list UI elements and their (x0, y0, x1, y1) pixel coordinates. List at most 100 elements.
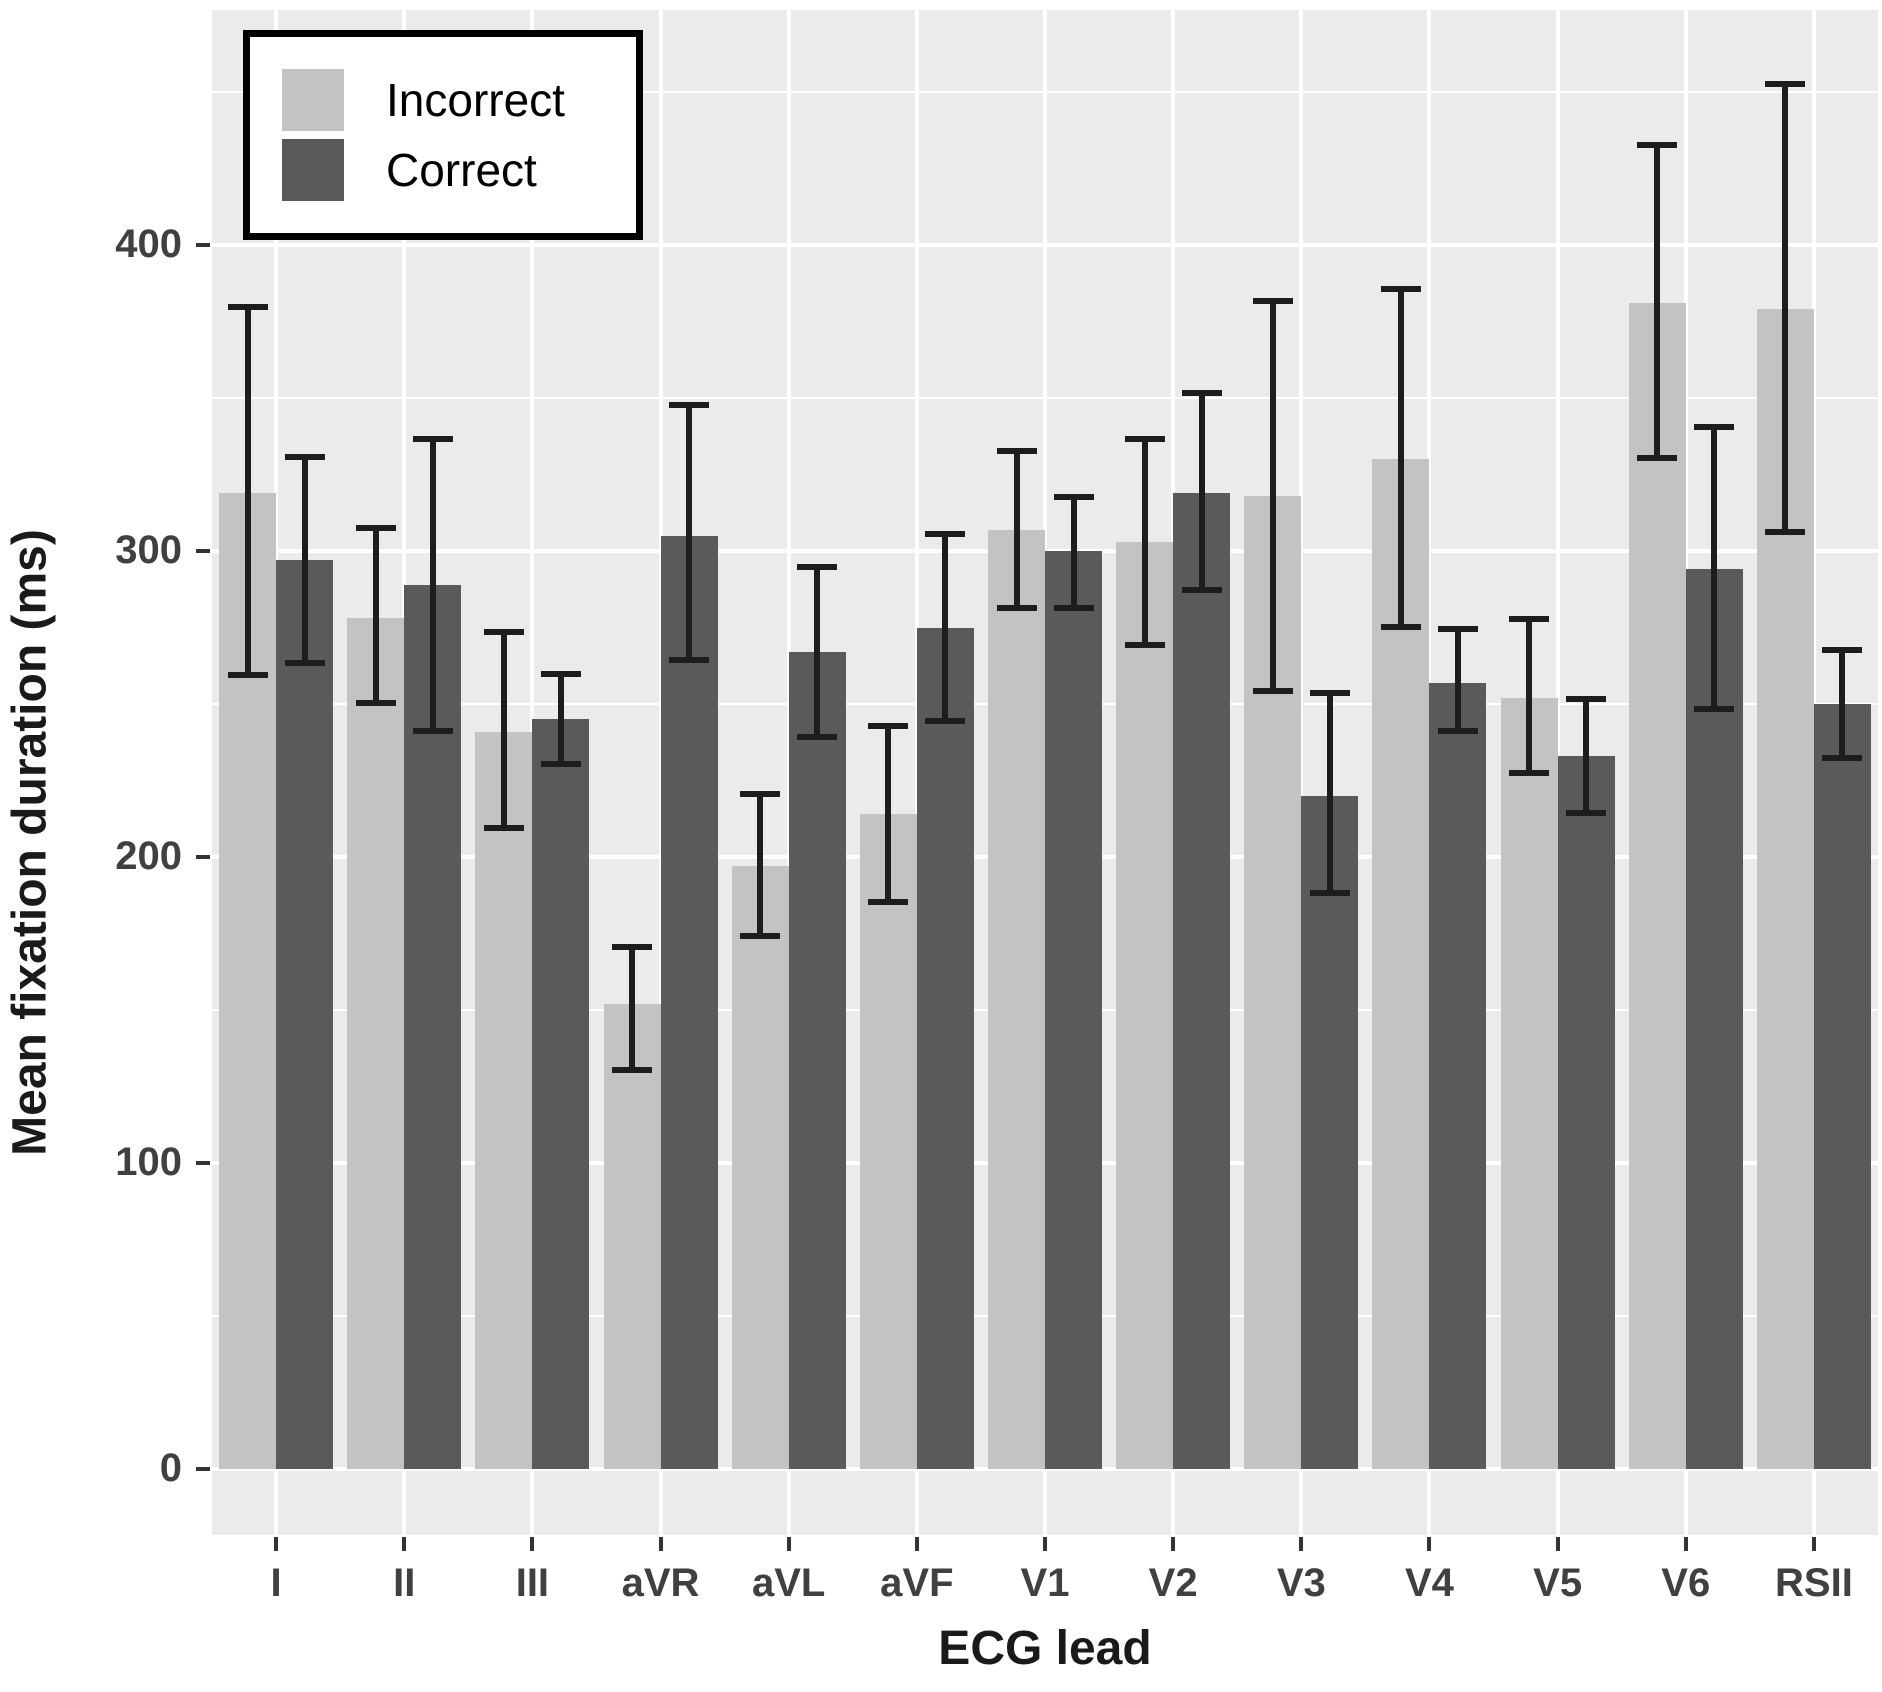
x-axis-title: ECG lead (938, 1622, 1152, 1675)
bar-correct-aVL (788, 651, 846, 1469)
errorbar-correct-III-cap-bottom (540, 761, 581, 768)
x-tick-V4 (1427, 1537, 1432, 1551)
x-tick-V5 (1555, 1537, 1560, 1551)
bar-incorrect-V1 (988, 529, 1045, 1469)
errorbar-correct-RSII-line (1839, 648, 1846, 760)
errorbar-incorrect-III-line (500, 630, 507, 830)
errorbar-correct-V4-cap-bottom (1437, 727, 1478, 734)
bar-correct-V2 (1173, 492, 1231, 1469)
bar-correct-V3 (1301, 795, 1359, 1469)
x-tick-III (530, 1537, 535, 1551)
errorbar-correct-aVR-line (686, 404, 693, 662)
errorbar-correct-III-cap-top (540, 671, 581, 678)
errorbar-correct-aVL-cap-bottom (797, 733, 838, 740)
x-tick-label-V3: V3 (1276, 1561, 1326, 1605)
y-tick-label-200: 200 (115, 834, 182, 878)
x-tick-aVR (658, 1537, 663, 1551)
bar-incorrect-III (475, 731, 533, 1469)
errorbar-incorrect-V1-cap-top (996, 448, 1037, 455)
errorbar-incorrect-I-cap-bottom (227, 672, 268, 679)
errorbar-incorrect-aVF-cap-bottom (868, 898, 909, 905)
bar-incorrect-V5 (1500, 697, 1558, 1469)
errorbar-incorrect-V2-cap-bottom (1124, 641, 1165, 648)
y-tick-label-400: 400 (115, 222, 182, 266)
errorbar-correct-I-line (301, 456, 308, 665)
bar-correct-RSII (1813, 704, 1871, 1469)
y-tick-label-300: 300 (115, 528, 182, 572)
errorbar-correct-V1-line (1070, 495, 1077, 610)
errorbar-incorrect-V3-cap-bottom (1252, 687, 1293, 694)
errorbar-correct-aVR-cap-bottom (669, 657, 710, 664)
plot-panel (212, 10, 1878, 1535)
errorbar-incorrect-aVL-cap-bottom (740, 932, 781, 939)
errorbar-incorrect-V4-line (1397, 287, 1404, 628)
bar-correct-V4 (1429, 682, 1487, 1469)
legend-label-incorrect: Incorrect (386, 74, 565, 126)
errorbar-incorrect-V6-cap-top (1637, 142, 1678, 149)
errorbar-correct-V3-cap-bottom (1309, 889, 1350, 896)
bar-incorrect-aVL (731, 866, 789, 1469)
errorbar-incorrect-V3-cap-top (1252, 298, 1293, 305)
errorbar-correct-V2-cap-top (1181, 389, 1222, 396)
errorbar-correct-I-cap-bottom (284, 660, 325, 667)
x-tick-V3 (1299, 1537, 1304, 1551)
x-tick-V6 (1683, 1537, 1688, 1551)
y-tick-0 (196, 1467, 210, 1471)
errorbar-incorrect-I-cap-top (227, 304, 268, 311)
bar-correct-aVR (660, 535, 718, 1469)
errorbar-correct-V4-line (1454, 627, 1461, 732)
y-axis-title: Mean fixation duration (ms) (3, 529, 57, 1156)
x-tick-label-I: I (270, 1561, 282, 1605)
errorbar-incorrect-V4-cap-bottom (1380, 623, 1421, 630)
errorbar-correct-aVF-cap-top (925, 530, 966, 537)
errorbar-incorrect-V5-cap-bottom (1509, 770, 1550, 777)
errorbar-incorrect-V1-cap-bottom (996, 605, 1037, 612)
x-tick-label-aVL: aVL (752, 1561, 826, 1605)
errorbar-correct-V3-cap-top (1309, 689, 1350, 696)
x-tick-label-III: III (515, 1561, 550, 1605)
errorbar-incorrect-III-cap-bottom (483, 825, 524, 832)
errorbar-correct-V1-cap-top (1053, 493, 1094, 500)
errorbar-incorrect-RSII-cap-top (1765, 80, 1806, 87)
errorbar-correct-aVL-line (814, 566, 821, 738)
errorbar-incorrect-II-cap-bottom (355, 700, 396, 706)
x-tick-II (402, 1537, 407, 1551)
errorbar-correct-V1-cap-bottom (1053, 605, 1094, 612)
errorbar-incorrect-RSII-cap-bottom (1765, 528, 1806, 535)
errorbar-correct-V5-cap-bottom (1566, 810, 1607, 817)
errorbar-correct-V6-line (1711, 425, 1718, 711)
errorbar-correct-V2-cap-bottom (1181, 586, 1222, 593)
x-tick-label-V1: V1 (1020, 1561, 1070, 1605)
y-tick-label-0: 0 (159, 1446, 182, 1490)
errorbar-incorrect-V6-line (1654, 144, 1661, 460)
legend-label-correct: Correct (386, 144, 537, 196)
errorbar-correct-V4-cap-top (1437, 625, 1478, 632)
errorbar-correct-aVF-line (942, 532, 949, 723)
errorbar-correct-V6-cap-bottom (1694, 706, 1735, 713)
errorbar-correct-V2-line (1198, 391, 1205, 591)
errorbar-incorrect-aVR-cap-bottom (612, 1067, 653, 1074)
errorbar-correct-RSII-cap-bottom (1822, 755, 1863, 762)
errorbar-correct-II-cap-top (412, 435, 453, 442)
errorbar-incorrect-aVL-cap-top (740, 790, 781, 797)
x-tick-V2 (1171, 1537, 1176, 1551)
legend: Incorrect Correct (243, 30, 643, 240)
x-tick-label-RSII: RSII (1775, 1561, 1853, 1605)
x-tick-label-V5: V5 (1533, 1561, 1583, 1605)
errorbar-correct-aVF-cap-bottom (925, 718, 966, 725)
y-tick-100 (196, 1161, 210, 1165)
legend-swatch-correct (282, 139, 344, 201)
errorbar-incorrect-aVR-line (629, 945, 636, 1072)
errorbar-incorrect-RSII-line (1782, 82, 1789, 533)
y-tick-400 (196, 243, 210, 247)
y-tick-200 (196, 855, 210, 859)
y-tick-300 (196, 549, 210, 553)
errorbar-correct-V6-cap-top (1694, 423, 1735, 430)
errorbar-correct-RSII-cap-top (1822, 646, 1863, 653)
errorbar-incorrect-aVF-line (885, 725, 892, 903)
x-tick-aVL (786, 1537, 791, 1551)
errorbar-incorrect-V5-line (1526, 618, 1533, 775)
bar-incorrect-aVR (603, 1003, 661, 1469)
errorbar-incorrect-V1-line (1013, 450, 1020, 610)
